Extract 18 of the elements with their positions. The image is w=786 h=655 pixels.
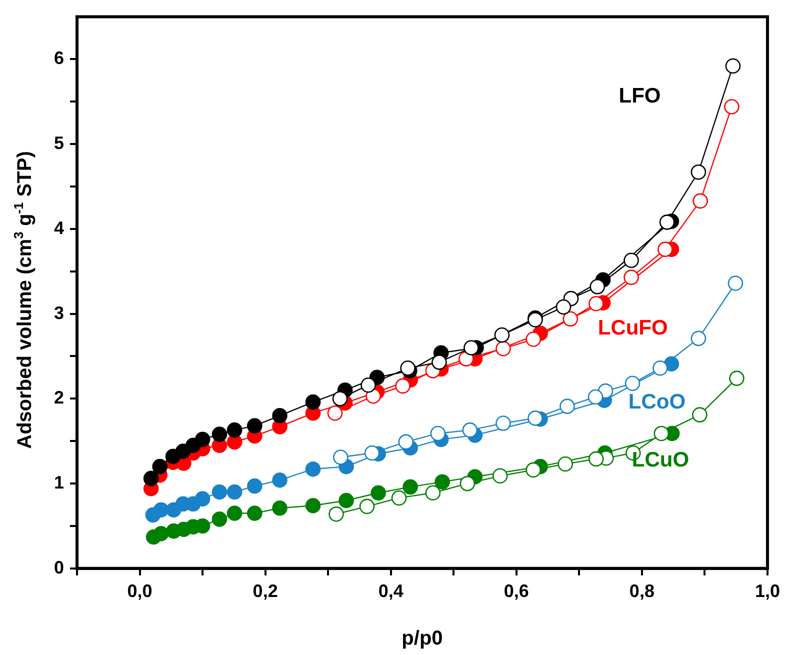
y-tick-label: 6 bbox=[54, 48, 64, 68]
series-label: LCuO bbox=[632, 448, 690, 472]
x-tick-label: 0,0 bbox=[127, 581, 152, 602]
x-tick-label: 0,2 bbox=[252, 581, 278, 602]
x-tick-label: 0,6 bbox=[504, 581, 529, 602]
series-label: LCuFO bbox=[598, 316, 668, 340]
text: LFO bbox=[618, 84, 661, 108]
x-tick-label: 0,8 bbox=[629, 581, 654, 602]
y-tick-label: 3 bbox=[54, 302, 64, 323]
x-axis-title: p/p0 bbox=[402, 628, 443, 650]
x-tick-label: 1,0 bbox=[754, 581, 780, 602]
y-tick-label: 2 bbox=[54, 388, 64, 408]
series-label: LCoO bbox=[628, 390, 686, 414]
x-tick-label: 0,4 bbox=[378, 581, 404, 602]
y-tick-label: 0 bbox=[54, 557, 64, 578]
y-tick-label: 5 bbox=[54, 133, 64, 154]
y-tick-label: 4 bbox=[54, 218, 64, 238]
y-tick-label: 1 bbox=[54, 472, 64, 493]
